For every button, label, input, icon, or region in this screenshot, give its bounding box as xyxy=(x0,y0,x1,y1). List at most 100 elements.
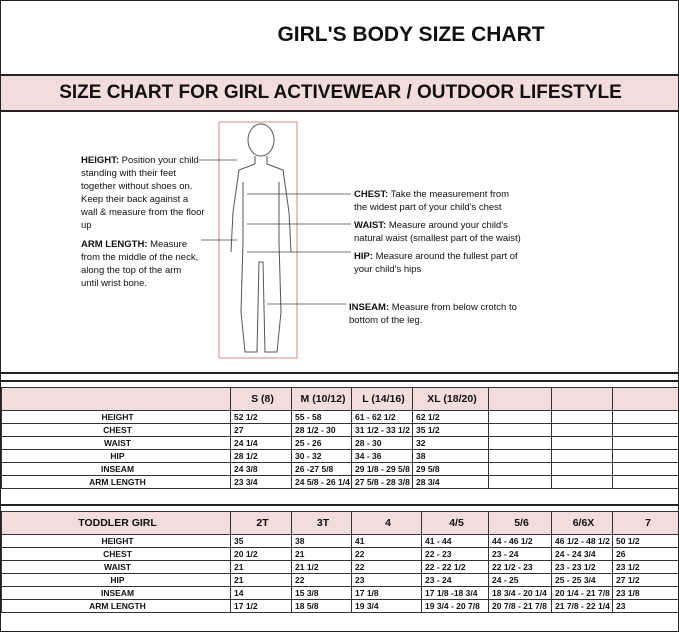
table-cell: 24 3/8 xyxy=(230,462,292,476)
table-cell: 25 - 26 xyxy=(291,436,352,450)
page-title: GIRL'S BODY SIZE CHART xyxy=(277,23,545,46)
table-cell: 26 -27 5/8 xyxy=(291,462,352,476)
row-label: ARM LENGTH xyxy=(1,599,231,613)
row-label: HIP xyxy=(1,573,231,587)
column-header: 7 xyxy=(612,511,678,535)
table-cell: 24 - 25 xyxy=(488,573,552,587)
table-cell: 23 xyxy=(612,599,678,613)
row-label: CHEST xyxy=(1,547,231,561)
table-row: CHEST 27 28 1/2 - 30 31 1/2 - 33 1/2 35 1/2 xyxy=(1,423,678,437)
table-cell: 18 3/4 - 20 1/4 xyxy=(488,586,552,600)
table-cell: 19 3/4 xyxy=(351,599,422,613)
table-cell: 26 xyxy=(612,547,678,561)
table-cell: 30 - 32 xyxy=(291,449,352,463)
table-cell: 27 5/8 - 28 3/8 xyxy=(351,475,413,489)
table-cell: 61 - 62 1/2 xyxy=(351,410,413,424)
table-cell: 21 1/2 xyxy=(291,560,352,574)
table-row: CHEST 20 1/2 21 22 22 - 23 23 - 24 24 - 24 3/4… xyxy=(1,547,678,561)
row-label: INSEAM xyxy=(1,462,231,476)
table-cell xyxy=(488,410,552,424)
table-cell xyxy=(612,436,678,450)
column-header: 3T xyxy=(291,511,352,535)
row-label: HIP xyxy=(1,449,231,463)
table-cell: 20 1/4 - 21 7/8 xyxy=(551,586,613,600)
child-figure-illustration xyxy=(199,121,351,359)
column-header xyxy=(551,387,613,411)
table-cell xyxy=(488,436,552,450)
table-cell: 17 1/8 -18 3/4 xyxy=(421,586,489,600)
table-cell: 38 xyxy=(291,534,352,548)
column-header: 4 xyxy=(351,511,422,535)
table-cell xyxy=(612,475,678,489)
table-cell: 24 - 24 3/4 xyxy=(551,547,613,561)
table-cell xyxy=(612,449,678,463)
table-cell: 41 - 44 xyxy=(421,534,489,548)
table-cell xyxy=(488,462,552,476)
table-cell: 19 3/4 - 20 7/8 xyxy=(421,599,489,613)
table-cell: 23 - 24 xyxy=(421,573,489,587)
inseam-note: INSEAM: Measure from below crotch to bot… xyxy=(349,302,517,326)
hip-note: HIP: Measure around the fullest part of … xyxy=(354,251,518,275)
table-cell: 62 1/2 xyxy=(412,410,489,424)
row-label: HEIGHT xyxy=(1,410,231,424)
table-cell: 21 xyxy=(230,560,292,574)
table-cell xyxy=(551,436,613,450)
table-cell: 27 xyxy=(230,423,292,437)
table-cell xyxy=(612,423,678,437)
table-cell: 28 3/4 xyxy=(412,475,489,489)
table-cell: 22 xyxy=(351,547,422,561)
table-cell: 24 5/8 - 26 1/4 xyxy=(291,475,352,489)
banner-heading: SIZE CHART FOR GIRL ACTIVEWEAR / OUTDOOR… xyxy=(1,74,678,112)
column-header: 6/6X xyxy=(551,511,613,535)
table-cell: 34 - 36 xyxy=(351,449,413,463)
table-cell: 23 1/2 xyxy=(612,560,678,574)
table-cell xyxy=(551,410,613,424)
table-row: WAIST 21 21 1/2 22 22 - 22 1/2 22 1/2 - 23 23 … xyxy=(1,560,678,574)
table-cell: 24 1/4 xyxy=(230,436,292,450)
table-cell: 28 - 30 xyxy=(351,436,413,450)
table-cell: 22 - 23 xyxy=(421,547,489,561)
table-cell: 35 1/2 xyxy=(412,423,489,437)
table-row: INSEAM 24 3/8 26 -27 5/8 29 1/8 - 29 5/8 29 … xyxy=(1,462,678,476)
column-header xyxy=(1,387,231,411)
column-header: S (8) xyxy=(230,387,292,411)
table-cell: 21 xyxy=(291,547,352,561)
table-cell: 22 - 22 1/2 xyxy=(421,560,489,574)
table-cell: 41 xyxy=(351,534,422,548)
column-header xyxy=(612,387,678,411)
table-cell xyxy=(551,423,613,437)
table-cell xyxy=(551,449,613,463)
table-cell: 29 1/8 - 29 5/8 xyxy=(351,462,413,476)
table-cell: 29 5/8 xyxy=(412,462,489,476)
table-cell: 20 1/2 xyxy=(230,547,292,561)
table-cell: 27 1/2 xyxy=(612,573,678,587)
table-cell xyxy=(488,475,552,489)
height-note: HEIGHT: Position your child standing wit… xyxy=(81,155,205,231)
table-cell: 21 xyxy=(230,573,292,587)
table-cell: 15 3/8 xyxy=(291,586,352,600)
table-cell: 21 7/8 - 22 1/4 xyxy=(551,599,613,613)
column-header: 2T xyxy=(230,511,292,535)
table-row: INSEAM 14 15 3/8 17 1/8 17 1/8 -18 3/4 18 3/4… xyxy=(1,586,678,600)
table-cell: 31 1/2 - 33 1/2 xyxy=(351,423,413,437)
column-header: 5/6 xyxy=(488,511,552,535)
row-label: HEIGHT xyxy=(1,534,231,548)
row-label: CHEST xyxy=(1,423,231,437)
table-cell: 14 xyxy=(230,586,292,600)
table-cell: 55 - 58 xyxy=(291,410,352,424)
table-row: WAIST 24 1/4 25 - 26 28 - 30 32 xyxy=(1,436,678,450)
row-label: INSEAM xyxy=(1,586,231,600)
table-cell: 23 - 23 1/2 xyxy=(551,560,613,574)
table-cell: 44 - 46 1/2 xyxy=(488,534,552,548)
table-row: HIP 28 1/2 30 - 32 34 - 36 38 xyxy=(1,449,678,463)
table-cell: 18 5/8 xyxy=(291,599,352,613)
column-header: XL (18/20) xyxy=(412,387,489,411)
table-row: HIP 21 22 23 23 - 24 24 - 25 25 - 25 3/4 27 1/2 xyxy=(1,573,678,587)
table-cell: 32 xyxy=(412,436,489,450)
column-header xyxy=(488,387,552,411)
column-header: 4/5 xyxy=(421,511,489,535)
table-cell: 23 3/4 xyxy=(230,475,292,489)
waist-note: WAIST: Measure around your child's natur… xyxy=(354,220,521,244)
table-cell: 17 1/2 xyxy=(230,599,292,613)
table-cell: 35 xyxy=(230,534,292,548)
